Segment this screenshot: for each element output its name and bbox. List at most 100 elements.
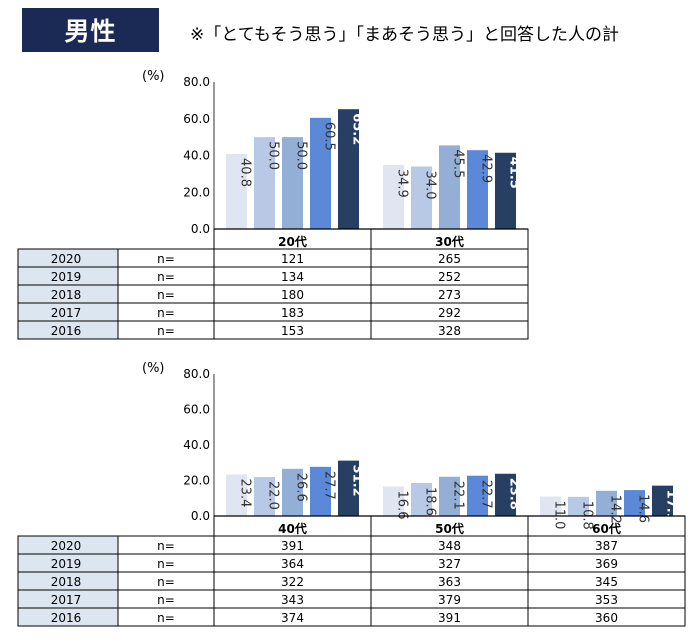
category-label: 30代 <box>435 234 464 249</box>
bar-value-label: 42.9 <box>479 154 494 183</box>
table-value: 273 <box>438 288 461 302</box>
y-unit-label: (%) <box>142 361 165 376</box>
y-tick-label: 40.0 <box>183 149 210 163</box>
bar-2019-1 <box>467 475 488 516</box>
bar-2018-2 <box>596 490 617 516</box>
table-n-label: n= <box>157 288 175 302</box>
table-value: 364 <box>281 557 304 571</box>
table-n-label: n= <box>157 270 175 284</box>
table-value: 153 <box>281 324 304 338</box>
table-value-cell <box>527 607 686 627</box>
table-n-label: n= <box>157 324 175 338</box>
table-year-label: 2017 <box>51 306 82 320</box>
table-year-label: 2020 <box>51 539 82 553</box>
table-value: 322 <box>281 575 304 589</box>
bar-value-label: 22.7 <box>479 480 494 509</box>
y-tick-label: 0.0 <box>191 222 210 236</box>
gender-badge: 男性 <box>22 8 159 52</box>
table-year-label: 2018 <box>51 575 82 589</box>
bar-value-label: 50.0 <box>266 141 281 170</box>
table-value: 265 <box>438 252 461 266</box>
bar-value-label: 27.7 <box>322 471 337 500</box>
table-year-label: 2016 <box>51 324 82 338</box>
y-tick-label: 20.0 <box>183 185 210 199</box>
table-value: 180 <box>281 288 304 302</box>
bar-value-label: 50.0 <box>294 141 309 170</box>
bar-value-label: 45.5 <box>451 149 466 178</box>
y-tick-label: 0.0 <box>191 509 210 523</box>
table-year-label: 2020 <box>51 252 82 266</box>
y-tick-label: 20.0 <box>183 474 210 488</box>
bar-value-label: 31.2 <box>350 465 365 497</box>
y-tick-label: 40.0 <box>183 438 210 452</box>
bar-2016-0 <box>226 474 247 516</box>
bar-2020-1 <box>495 473 516 516</box>
table-value: 379 <box>438 593 461 607</box>
bar-2017-2 <box>568 496 589 516</box>
chart-20s-30s: (%) 0.0 20.0 40.0 60.0 80.0 40.8 50.0 50.0 60.5 65… <box>17 69 529 340</box>
bar-value-label: 34.9 <box>395 169 410 198</box>
bar-value-label: 16.6 <box>395 491 410 520</box>
y-tick-label: 60.0 <box>183 112 210 126</box>
bar-value-label: 18.6 <box>423 487 438 516</box>
bar-value-label: 14.2 <box>608 495 623 524</box>
table-n-label: n= <box>157 557 175 571</box>
table-n-label: n= <box>157 539 175 553</box>
table-value: 374 <box>281 611 304 625</box>
bar-value-label: 60.5 <box>322 122 337 151</box>
bar-2018-1 <box>439 476 460 516</box>
bar-value-label: 17.1 <box>664 490 679 522</box>
bar-2020-0 <box>338 109 359 229</box>
table-value: 369 <box>595 557 618 571</box>
bar-2016-1 <box>383 486 404 516</box>
bar-2017-0 <box>254 476 275 516</box>
chart-note: ※「とてもそう思う」「まあそう思う」と回答した人の計 <box>190 25 620 45</box>
table-value: 121 <box>281 252 304 266</box>
table-value: 252 <box>438 270 461 284</box>
category-label: 20代 <box>278 234 307 249</box>
table-n-label: n= <box>157 575 175 589</box>
table-value: 327 <box>438 557 461 571</box>
y-tick-label: 80.0 <box>183 75 210 89</box>
bar-2016-0 <box>226 154 247 229</box>
bar-2016-2 <box>540 496 561 516</box>
bar-value-label: 23.4 <box>238 478 253 507</box>
y-tick-label: 60.0 <box>183 403 210 417</box>
table-value: 391 <box>438 611 461 625</box>
bar-value-label: 26.6 <box>294 473 309 502</box>
table-value: 343 <box>281 593 304 607</box>
bar-value-label: 10.8 <box>580 501 595 530</box>
table-value: 328 <box>438 324 461 338</box>
category-label: 50代 <box>435 521 464 536</box>
table-value: 387 <box>595 539 618 553</box>
bar-value-label: 22.0 <box>266 481 281 510</box>
bar-2019-1 <box>467 150 488 229</box>
bar-2016-1 <box>383 164 404 229</box>
table-n-label: n= <box>157 306 175 320</box>
bar-value-label: 23.8 <box>507 478 522 510</box>
table-value-cell <box>370 320 529 340</box>
bar-2019-2 <box>624 490 645 516</box>
table-year-label: 2016 <box>51 611 82 625</box>
table-value: 134 <box>281 270 304 284</box>
bar-value-label: 40.8 <box>238 158 253 187</box>
table-year-label: 2019 <box>51 557 82 571</box>
table-value: 345 <box>595 575 618 589</box>
bar-value-label: 41.5 <box>507 157 522 189</box>
category-label: 60代 <box>592 521 621 536</box>
bar-value-label: 11.0 <box>552 500 567 529</box>
table-value: 360 <box>595 611 618 625</box>
bar-2018-0 <box>282 137 303 229</box>
bar-2018-0 <box>282 468 303 516</box>
table-value: 363 <box>438 575 461 589</box>
table-value: 183 <box>281 306 304 320</box>
bar-value-label: 34.0 <box>423 171 438 200</box>
bar-2019-0 <box>310 466 331 516</box>
table-year-label: 2017 <box>51 593 82 607</box>
bar-2020-1 <box>495 152 516 229</box>
bar-2017-1 <box>411 166 432 229</box>
table-n-label: n= <box>157 611 175 625</box>
bar-value-label: 22.1 <box>451 481 466 510</box>
category-label: 40代 <box>278 521 307 536</box>
